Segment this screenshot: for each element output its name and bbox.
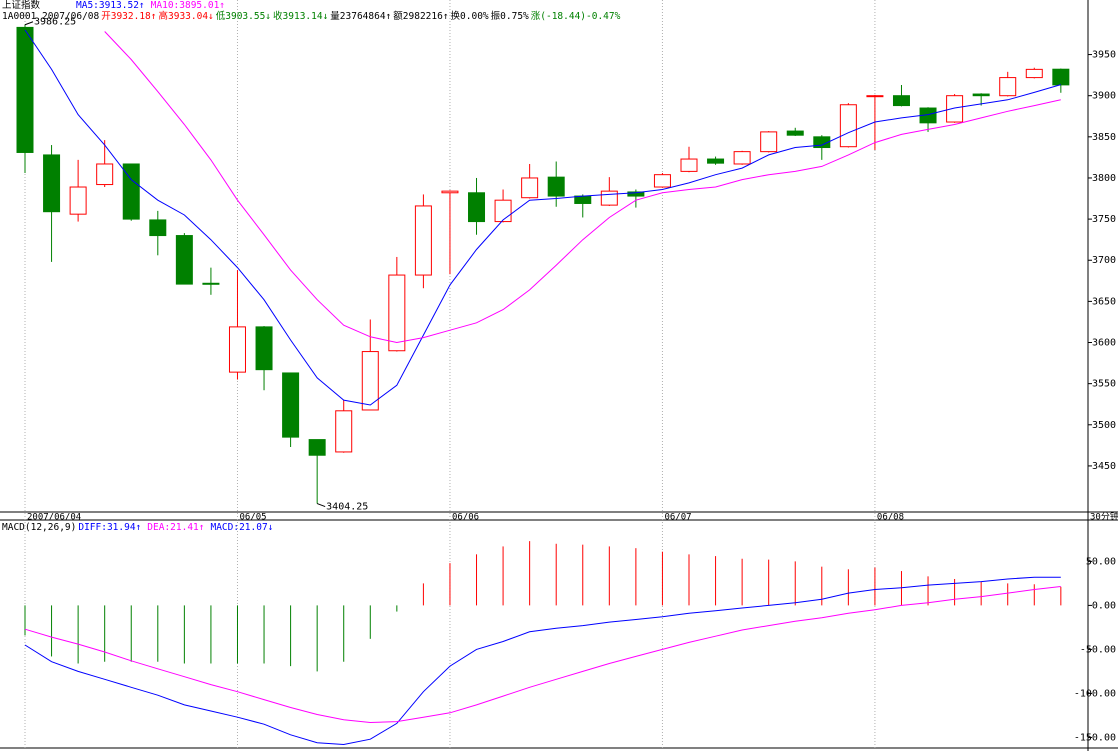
y-tick-label: 3800.00 — [1092, 173, 1118, 184]
candle-body — [414, 205, 432, 276]
candle-body — [574, 195, 592, 204]
candle-body — [494, 199, 512, 223]
candle-body — [175, 235, 193, 285]
line-series — [24, 29, 1061, 406]
y-tick-label: -100.00 — [1074, 688, 1116, 699]
annotation: 3404.25 — [326, 502, 368, 513]
x-tick-label: 06/06 — [452, 513, 479, 523]
y-tick-label: -50.00 — [1080, 644, 1116, 655]
macd-header: MACD(12,26,9) DIFF:31.94↑ DEA:21.41↑ MACD:2… — [2, 522, 279, 533]
candle-body — [653, 174, 671, 188]
candle-body — [361, 351, 379, 411]
candle-body — [43, 154, 61, 213]
y-tick-label: 3500.00 — [1092, 420, 1118, 431]
quote-item: 涨(-18.44)-0.47% — [530, 11, 621, 22]
line-series — [24, 576, 1061, 746]
candle-body — [1025, 68, 1043, 79]
y-tick-label: 3550.00 — [1092, 379, 1118, 390]
candle-body — [600, 190, 618, 206]
quote-item: 收3913.14↓ — [273, 11, 329, 22]
candle-body — [282, 372, 300, 438]
legend-entry: DIFF:31.94↑ — [78, 522, 142, 533]
candle-body — [946, 95, 964, 123]
candle-body — [972, 93, 990, 97]
annotation: 3986.25 — [34, 17, 76, 28]
candle-body — [680, 158, 698, 172]
line-series — [24, 586, 1061, 724]
candle-body — [16, 26, 34, 153]
quote-item: 高3933.04↓ — [158, 11, 214, 22]
y-tick-label: -150.00 — [1074, 732, 1116, 743]
quote-item: 1A0001 2007/06/08 — [2, 11, 100, 22]
candle-body — [521, 177, 539, 199]
candle-body — [69, 186, 87, 215]
quote-item: 额2982216↑ — [393, 11, 449, 22]
y-tick-label: 3650.00 — [1092, 296, 1118, 307]
candle-body — [1052, 68, 1070, 86]
price-header: 上证指数 MA5:3913.52↑ MA10:3895.01↑ 1A0001 2007… — [2, 0, 622, 22]
candle-body — [122, 163, 140, 220]
candle-body — [96, 163, 114, 186]
candle-body — [866, 95, 884, 98]
candle-body — [760, 131, 778, 153]
legend-entry: MACD:21.07↓ — [210, 522, 274, 533]
line-series — [104, 31, 1061, 344]
candle-body — [308, 439, 326, 456]
annotation-leader — [24, 21, 34, 26]
quote-item: 开3932.18↑ — [101, 11, 157, 22]
y-tick-label: 3600.00 — [1092, 338, 1118, 349]
candle-body — [202, 282, 220, 285]
y-tick-label: 3450.00 — [1092, 461, 1118, 472]
y-tick-label: 3750.00 — [1092, 214, 1118, 225]
y-tick-label: 3950.00 — [1092, 50, 1118, 61]
title: MACD(12,26,9) — [2, 522, 77, 533]
x-tick-label: 06/05 — [239, 513, 266, 523]
y-tick-label: 50.00 — [1086, 556, 1116, 567]
candle-body — [999, 77, 1017, 97]
candle-body — [813, 136, 831, 149]
header-line: 上证指数 MA5:3913.52↑ MA10:3895.01↑ — [2, 0, 622, 11]
candle-body — [255, 326, 273, 371]
legend-entry: MA10:3895.01↑ — [150, 0, 226, 11]
quote-item: 低3903.55↓ — [215, 11, 272, 22]
y-tick-label: 3850.00 — [1092, 132, 1118, 143]
candle-body — [839, 104, 857, 148]
x-tick-label: 06/08 — [877, 513, 904, 523]
quote-item: 量23764864↑ — [330, 11, 392, 22]
period-label: 30分钟 — [1090, 511, 1118, 523]
x-tick-label: 06/07 — [664, 513, 691, 523]
candle-body — [228, 326, 246, 373]
quote-item: 振0.75% — [490, 11, 529, 22]
quote-item: 换0.00% — [450, 11, 489, 22]
candle-body — [627, 191, 645, 197]
legend-entry: MA5:3913.52↑ — [76, 0, 145, 11]
annotation-leader — [316, 503, 326, 508]
header-line: 1A0001 2007/06/08 开3932.18↑ 高3933.04↓ 低3903… — [2, 11, 622, 22]
candle-body — [441, 190, 459, 194]
candle-body — [388, 274, 406, 352]
candle-body — [335, 410, 353, 453]
candle-body — [786, 130, 804, 136]
y-tick-label: 3900.00 — [1092, 91, 1118, 102]
y-tick-label: 0.00 — [1092, 600, 1116, 611]
candle-body — [707, 158, 725, 164]
y-tick-label: 3700.00 — [1092, 255, 1118, 266]
candle-body — [892, 95, 910, 107]
candle-body — [468, 192, 486, 223]
candle-body — [149, 219, 167, 237]
candle-body — [733, 151, 751, 165]
title: 上证指数 — [2, 0, 41, 11]
legend-entry: DEA:21.41↑ — [147, 522, 205, 533]
x-tick-label: 2007/06/04 — [27, 513, 81, 523]
candle-body — [547, 176, 565, 197]
